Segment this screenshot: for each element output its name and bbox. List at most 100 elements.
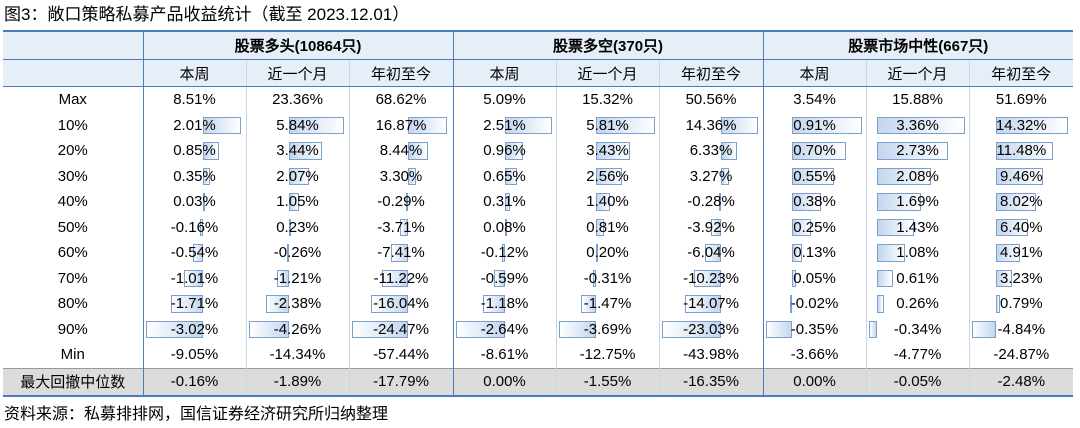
data-bar <box>504 142 523 160</box>
data-bar <box>288 193 299 211</box>
cell-value: 50.56% <box>685 91 737 109</box>
value-cell: 14.36% <box>658 112 764 138</box>
cell-value: 6.33% <box>689 142 733 160</box>
cell-value: -2.38% <box>273 295 322 313</box>
row-label: 90% <box>57 320 88 338</box>
value-cell: -3.69% <box>555 316 660 342</box>
value-cell: -0.29% <box>348 189 454 215</box>
cell-value: 2.08% <box>896 167 939 185</box>
value-cell: 4.91% <box>968 240 1074 266</box>
data-bar <box>995 167 1044 185</box>
value-cell: 1.05% <box>245 189 349 215</box>
cell-value: 0.81% <box>586 218 629 236</box>
value-cell: 2.01% <box>142 112 246 138</box>
summary-value: -0.05% <box>865 367 970 397</box>
value-cell: 1.08% <box>865 240 970 266</box>
row-label: 50% <box>57 218 88 236</box>
cell-value: 0.35% <box>173 167 216 185</box>
value-cell: -14.07% <box>658 291 764 317</box>
value-cell: 0.65% <box>452 163 557 189</box>
data-bar <box>406 193 409 211</box>
value-cell: -0.35% <box>762 316 867 342</box>
cell-value: -12.75% <box>579 346 636 364</box>
data-bar <box>792 142 846 160</box>
cell-value: -3.02% <box>170 320 219 338</box>
data-bar <box>718 193 721 211</box>
cell-value: -2.64% <box>480 320 529 338</box>
data-bar <box>661 320 721 338</box>
row-label: Max <box>58 91 87 109</box>
value-cell: 2.73% <box>865 138 970 164</box>
data-bar <box>877 193 922 211</box>
cell-value: 0.13% <box>793 244 836 262</box>
cell-value: 2.56% <box>586 167 629 185</box>
value-cell: 2.07% <box>245 163 349 189</box>
data-bar <box>371 295 409 313</box>
data-bar <box>995 269 1012 287</box>
top-rule <box>3 30 1073 32</box>
value-cell: 3.30% <box>348 163 454 189</box>
cell-value: -3.69% <box>583 320 632 338</box>
data-bar <box>877 116 965 134</box>
cell-value: -0.28% <box>687 193 735 211</box>
cell-value: -3.66% <box>790 346 839 364</box>
cell-value: -1.18% <box>480 295 529 313</box>
data-bar <box>170 295 204 313</box>
value-cell: 0.13% <box>762 240 867 266</box>
value-cell: 1.43% <box>865 214 970 240</box>
value-cell: 0.91% <box>762 112 867 138</box>
data-bar <box>877 218 915 236</box>
cell-value: -4.84% <box>997 320 1046 338</box>
period-header: 年初至今 <box>968 59 1074 87</box>
table-row: Max 8.51% 23.36% 68.62% 5.09% 15.32% 50.56% 3.5… <box>3 86 1074 113</box>
value-cell: 0.61% <box>865 265 970 291</box>
cell-value: -4.77% <box>893 346 942 364</box>
value-cell: 3.27% <box>658 163 764 189</box>
cell-value: 0.26% <box>896 295 939 313</box>
value-cell: 50.56% <box>658 86 764 113</box>
group-header-row: 股票多头(10864只) 股票多空(370只) 股票市场中性(667只) <box>3 32 1074 60</box>
data-bar <box>720 167 730 185</box>
value-cell: 1.40% <box>555 189 660 215</box>
value-cell: -0.02% <box>762 291 867 317</box>
data-bar <box>408 116 448 134</box>
table-row: 40% 0.03% 1.05% -0.29% 0.31% 1.40% -0.28% 0.38%… <box>3 189 1074 215</box>
value-cell: 23.36% <box>245 86 349 113</box>
value-cell: 0.85% <box>142 138 246 164</box>
cell-value: -3.71% <box>377 218 425 236</box>
cell-value: 0.96% <box>483 142 526 160</box>
cell-value: -0.26% <box>273 244 322 262</box>
value-cell: -1.18% <box>452 291 557 317</box>
cell-value: 3.43% <box>586 142 629 160</box>
cell-value: 1.43% <box>896 218 939 236</box>
data-bar <box>408 142 428 160</box>
value-cell: 0.23% <box>245 214 349 240</box>
cell-value: 3.30% <box>379 167 423 185</box>
data-bar <box>266 295 289 313</box>
period-header: 近一个月 <box>555 59 660 87</box>
period-header: 本周 <box>142 59 246 87</box>
cell-value: -1.71% <box>170 295 219 313</box>
value-cell: -0.59% <box>452 265 557 291</box>
cell-value: -0.35% <box>790 320 839 338</box>
value-cell: -3.92% <box>658 214 764 240</box>
value-cell: -1.71% <box>142 291 246 317</box>
cell-value: 0.85% <box>173 142 216 160</box>
cell-value: -57.44% <box>373 346 429 364</box>
value-cell: 68.62% <box>348 86 454 113</box>
cell-value: -43.98% <box>683 346 739 364</box>
cell-value: -4.26% <box>273 320 322 338</box>
cell-value: 4.91% <box>1000 244 1043 262</box>
cell-value: 8.44% <box>379 142 423 160</box>
data-bar <box>183 269 204 287</box>
data-bar <box>877 269 894 287</box>
data-bar <box>504 116 552 134</box>
cell-value: 3.23% <box>1000 269 1043 287</box>
row-label: 60% <box>57 244 88 262</box>
period-header: 年初至今 <box>658 59 764 87</box>
cell-value: 0.08% <box>483 218 526 236</box>
value-cell: -11.22% <box>348 265 454 291</box>
value-cell: 5.84% <box>245 112 349 138</box>
data-bar <box>145 320 204 338</box>
table-row: 70% -1.01% -1.21% -11.22% -0.59% -0.31% -10.23… <box>3 265 1074 291</box>
